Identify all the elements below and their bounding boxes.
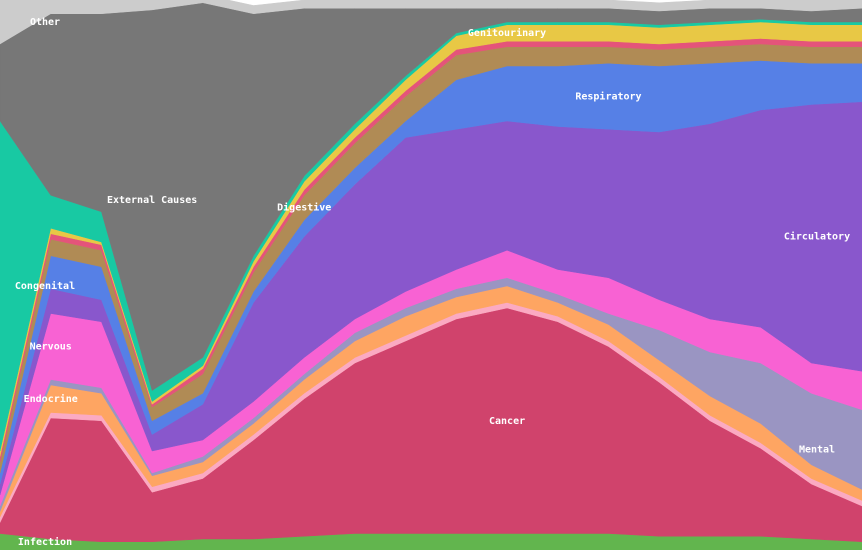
series-label: Genitourinary bbox=[468, 27, 546, 39]
series-label: Respiratory bbox=[575, 90, 641, 102]
series-label: Nervous bbox=[30, 342, 72, 353]
series-label: Congenital bbox=[15, 280, 75, 292]
series-label: Circulatory bbox=[784, 231, 850, 243]
series-label: Infection bbox=[18, 536, 72, 548]
area bbox=[0, 0, 862, 45]
series-label: Other bbox=[30, 17, 60, 28]
series-label: Endocrine bbox=[24, 393, 78, 405]
labels: Infection Cancer Endocrine Mental Nervous Cir… bbox=[15, 17, 850, 548]
series-label: Digestive bbox=[277, 202, 331, 214]
series-label: Mental bbox=[799, 445, 835, 456]
series-label: External Causes bbox=[107, 195, 197, 206]
series-label: Cancer bbox=[489, 416, 525, 427]
